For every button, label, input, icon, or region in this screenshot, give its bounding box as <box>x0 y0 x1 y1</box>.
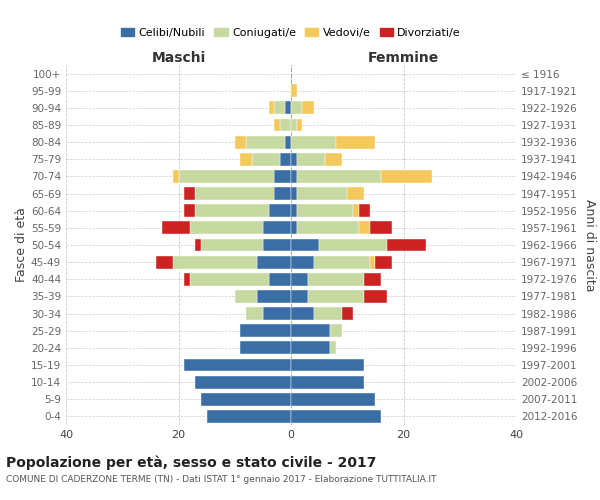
Bar <box>291 204 296 217</box>
Bar <box>235 290 257 303</box>
Bar <box>341 307 353 320</box>
Text: Femmine: Femmine <box>368 51 439 65</box>
Bar <box>241 153 251 166</box>
Bar <box>296 170 381 183</box>
Bar <box>274 187 291 200</box>
Bar <box>184 187 196 200</box>
Bar <box>269 204 291 217</box>
Legend: Celibi/Nubili, Coniugati/e, Vedovi/e, Divorziati/e: Celibi/Nubili, Coniugati/e, Vedovi/e, Di… <box>116 24 466 42</box>
Bar <box>291 358 364 372</box>
Text: Popolazione per età, sesso e stato civile - 2017: Popolazione per età, sesso e stato civil… <box>6 455 376 469</box>
Bar <box>196 204 269 217</box>
Bar <box>364 273 381 285</box>
Bar <box>251 153 280 166</box>
Bar <box>386 238 426 252</box>
Bar <box>173 170 179 183</box>
Bar <box>274 118 280 132</box>
Bar <box>291 410 381 423</box>
Bar <box>325 153 341 166</box>
Bar <box>291 256 314 268</box>
Bar <box>156 256 173 268</box>
Bar <box>246 136 286 148</box>
Bar <box>257 256 291 268</box>
Bar <box>206 410 291 423</box>
Bar <box>296 187 347 200</box>
Bar <box>190 273 269 285</box>
Bar <box>291 238 319 252</box>
Bar <box>291 324 331 337</box>
Bar <box>291 84 296 97</box>
Bar <box>274 102 286 114</box>
Bar <box>291 136 336 148</box>
Bar <box>319 238 386 252</box>
Bar <box>246 307 263 320</box>
Bar <box>370 256 376 268</box>
Bar <box>196 187 274 200</box>
Bar <box>359 204 370 217</box>
Bar <box>291 118 296 132</box>
Bar <box>296 118 302 132</box>
Bar <box>196 376 291 388</box>
Y-axis label: Anni di nascita: Anni di nascita <box>583 198 596 291</box>
Bar <box>291 290 308 303</box>
Bar <box>263 222 291 234</box>
Bar <box>241 324 291 337</box>
Bar <box>296 204 353 217</box>
Bar <box>291 170 296 183</box>
Bar <box>184 358 291 372</box>
Text: Maschi: Maschi <box>151 51 206 65</box>
Bar <box>173 256 257 268</box>
Bar <box>257 290 291 303</box>
Bar <box>336 136 376 148</box>
Bar <box>296 222 359 234</box>
Bar <box>280 153 291 166</box>
Bar <box>161 222 190 234</box>
Bar <box>353 204 359 217</box>
Bar <box>359 222 370 234</box>
Bar <box>184 204 196 217</box>
Bar <box>269 102 274 114</box>
Bar <box>291 376 364 388</box>
Bar <box>291 153 296 166</box>
Bar <box>291 342 331 354</box>
Bar <box>302 102 314 114</box>
Bar <box>190 222 263 234</box>
Y-axis label: Fasce di età: Fasce di età <box>15 208 28 282</box>
Bar <box>370 222 392 234</box>
Bar <box>291 222 296 234</box>
Bar <box>296 153 325 166</box>
Bar <box>381 170 431 183</box>
Bar <box>291 273 308 285</box>
Bar <box>314 256 370 268</box>
Bar <box>347 187 364 200</box>
Bar <box>274 170 291 183</box>
Bar <box>280 118 291 132</box>
Bar <box>291 307 314 320</box>
Bar <box>184 273 190 285</box>
Bar <box>364 290 386 303</box>
Bar <box>314 307 341 320</box>
Bar <box>201 393 291 406</box>
Bar <box>308 290 364 303</box>
Bar <box>291 187 296 200</box>
Bar <box>269 273 291 285</box>
Text: COMUNE DI CADERZONE TERME (TN) - Dati ISTAT 1° gennaio 2017 - Elaborazione TUTTI: COMUNE DI CADERZONE TERME (TN) - Dati IS… <box>6 475 437 484</box>
Bar <box>235 136 246 148</box>
Bar <box>196 238 201 252</box>
Bar <box>201 238 263 252</box>
Bar <box>331 324 341 337</box>
Bar <box>291 393 376 406</box>
Bar <box>291 102 302 114</box>
Bar <box>263 238 291 252</box>
Bar <box>179 170 274 183</box>
Bar <box>308 273 364 285</box>
Bar <box>263 307 291 320</box>
Bar <box>331 342 336 354</box>
Bar <box>286 136 291 148</box>
Bar <box>241 342 291 354</box>
Bar <box>286 102 291 114</box>
Bar <box>376 256 392 268</box>
